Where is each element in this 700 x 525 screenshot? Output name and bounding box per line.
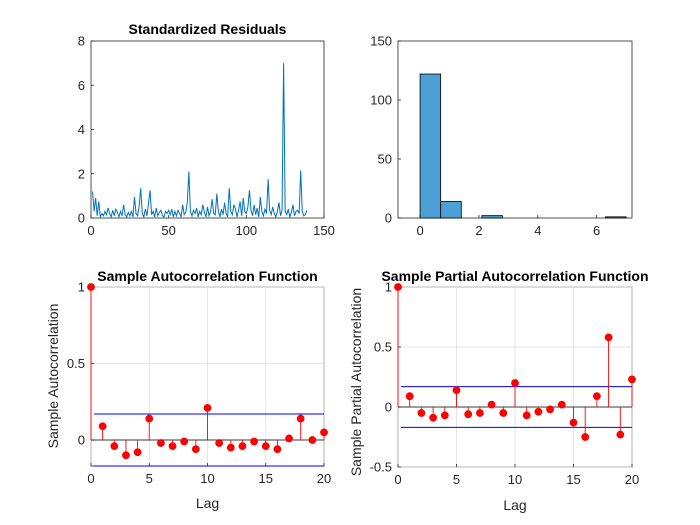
residuals-xtick-label: 100 [235, 223, 257, 238]
acf-point [98, 422, 107, 431]
pacf-panel: Sample Partial Autocorrelation Function … [348, 268, 649, 513]
residuals-title: Standardized Residuals [129, 21, 287, 37]
pacf-xtick-label: 10 [508, 472, 522, 487]
acf-point [296, 414, 305, 423]
pacf-point [581, 433, 590, 441]
histogram-ytick-label: 100 [370, 93, 392, 108]
histogram-ytick-label: 150 [370, 34, 392, 49]
pacf-ytick-label: 0.5 [374, 340, 392, 355]
acf-ytick-label: 1 [78, 280, 85, 295]
acf-xtick-label: 20 [317, 471, 331, 486]
residuals-panel: Standardized Residuals 0 50 100 150 0 2 4 6 8 [78, 21, 335, 238]
pacf-ytick-label: 0 [385, 400, 392, 415]
pacf-point [628, 375, 636, 384]
histogram-bar [419, 73, 442, 219]
residuals-plot-area [90, 40, 325, 219]
histogram-xtick-label: 4 [534, 223, 541, 238]
residuals-ytick-label: 6 [78, 78, 85, 93]
pacf-point [616, 430, 625, 439]
pacf-point [604, 333, 613, 342]
residuals-series-line [92, 63, 308, 219]
acf-point [215, 439, 224, 447]
pacf-point [487, 400, 496, 409]
acf-xtick-label: 10 [200, 471, 214, 486]
acf-xlabel: Lag [196, 495, 219, 511]
pacf-xlabel: Lag [503, 497, 526, 513]
acf-point [168, 442, 177, 451]
acf-point [250, 437, 259, 446]
residuals-ytick-label: 0 [78, 211, 85, 226]
pacf-point [499, 409, 508, 417]
residuals-xtick-label: 150 [313, 223, 335, 238]
acf-point [133, 448, 142, 457]
histogram-ytick-label: 0 [385, 211, 392, 226]
histogram-bar [481, 215, 503, 219]
acf-ytick-label: 0.5 [67, 356, 85, 371]
acf-xtick-label: 5 [146, 471, 153, 486]
acf-point [308, 436, 317, 444]
acf-point [273, 445, 282, 454]
pacf-point [394, 283, 402, 291]
histogram-ytick-label: 50 [378, 152, 392, 167]
acf-point [180, 437, 189, 446]
pacf-point [476, 409, 484, 417]
acf-point [110, 442, 119, 451]
acf-point [238, 442, 247, 451]
pacf-point [452, 386, 461, 395]
acf-point [145, 414, 154, 423]
pacf-xtick-label: 15 [566, 472, 580, 487]
histogram-bar [440, 201, 462, 219]
residuals-ytick-label: 2 [78, 166, 85, 181]
pacf-point [569, 418, 578, 427]
pacf-xtick-label: 20 [625, 472, 639, 487]
residuals-ytick-label: 8 [78, 34, 85, 49]
histogram-xtick-label: 0 [416, 223, 423, 238]
acf-point [320, 428, 328, 437]
histogram-xtick-label: 6 [593, 223, 600, 238]
acf-point [285, 434, 293, 443]
pacf-point [440, 411, 449, 420]
pacf-point [405, 392, 414, 401]
residuals-ytick-label: 4 [78, 122, 85, 137]
acf-point [203, 403, 212, 412]
pacf-ytick-label: 1 [385, 280, 392, 295]
acf-title: Sample Autocorrelation Function [97, 268, 317, 284]
pacf-ylabel: Sample Partial Autocorrelation [348, 288, 364, 476]
acf-xtick-label: 15 [259, 471, 273, 486]
pacf-xtick-label: 0 [394, 472, 401, 487]
pacf-title: Sample Partial Autocorrelation Function [381, 268, 648, 284]
pacf-point [593, 392, 601, 401]
acf-point [226, 443, 235, 452]
histogram-bar [605, 216, 627, 219]
acf-point [122, 451, 130, 460]
pacf-point [557, 400, 566, 409]
acf-point [191, 445, 200, 454]
pacf-point [511, 379, 519, 387]
acf-point [87, 283, 95, 291]
acf-ylabel: Sample Autocorrelation [45, 304, 61, 449]
pacf-xtick-label: 5 [453, 472, 460, 487]
histogram-xtick-label: 2 [475, 223, 482, 238]
acf-point [261, 442, 270, 451]
acf-point [157, 439, 165, 447]
pacf-point [417, 409, 426, 417]
histogram-panel: 0 2 4 6 0 50 100 150 [370, 34, 633, 238]
pacf-ytick-label: -0.5 [370, 460, 392, 475]
acf-panel: Sample Autocorrelation Function Lag Samp… [45, 268, 331, 511]
acf-ytick-label: 0 [78, 432, 85, 447]
acf-xtick-label: 0 [87, 471, 94, 486]
residuals-xtick-label: 0 [87, 223, 94, 238]
pacf-point [522, 411, 531, 420]
residuals-xtick-label: 50 [161, 223, 175, 238]
pacf-point [464, 410, 473, 419]
pacf-point [534, 407, 543, 416]
pacf-point [546, 405, 554, 414]
pacf-point [429, 413, 438, 422]
